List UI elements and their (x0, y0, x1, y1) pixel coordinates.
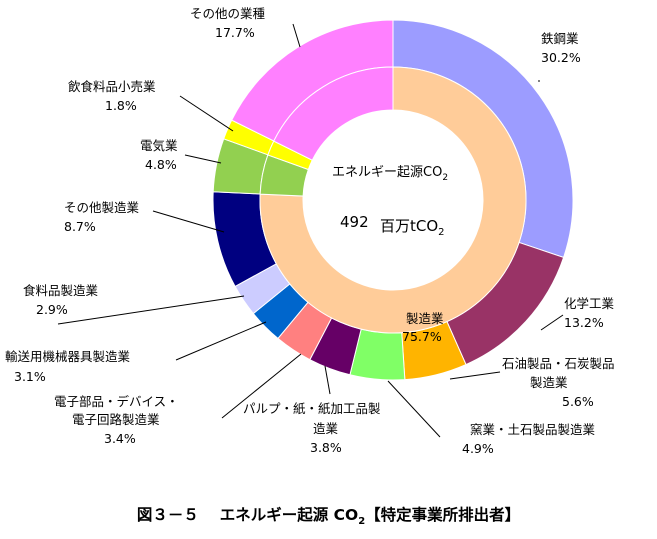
leader-line-1 (540, 314, 564, 331)
label-6-line-0: 輸送用機械器具製造業 (5, 349, 131, 364)
label-1-line-0: 化学工業 (564, 296, 615, 311)
label-2-line-2: 5.6% (562, 394, 594, 409)
leader-line-11 (292, 23, 301, 48)
label-10-line-0: 飲食料品小売業 (68, 79, 156, 94)
leader-line-7 (57, 295, 245, 325)
label-5-line-2: 3.4% (104, 431, 136, 446)
label-4-line-1: 造業 (313, 421, 339, 436)
inner-label-manufacturing: 製造業 (406, 311, 444, 326)
label-3-line-0: 窯業・土石製品製造業 (470, 422, 596, 437)
leader-line-2 (449, 371, 501, 380)
leader-line-5 (221, 353, 302, 419)
figure-caption: 図３－５ エネルギー起源 CO2【特定事業所排出者】 (136, 506, 521, 528)
leader-line-8 (152, 210, 225, 233)
inner-label-manufacturing-value: 75.7% (402, 329, 442, 344)
label-0-line-0: 鉄鋼業 (541, 31, 579, 46)
leader-lines (57, 23, 564, 438)
label-4-line-0: パルプ・紙・紙加工品製 (243, 401, 381, 416)
leader-line-9 (184, 154, 222, 164)
leader-line-3 (387, 380, 441, 438)
label-3-line-1: 4.9% (462, 441, 494, 456)
leader-line-4 (324, 365, 331, 395)
label-6-line-1: 3.1% (14, 369, 46, 384)
label-0-line-1: 30.2% (541, 50, 581, 65)
donut-chart: 鉄鋼業30.2%化学工業13.2%石油製品・石炭製品製造業5.6%窯業・土石製品… (5, 6, 615, 456)
inner-ring (259, 66, 527, 334)
label-11-line-0: その他の業種 (190, 6, 266, 21)
leader-line-6 (175, 321, 267, 361)
label-8-line-0: その他製造業 (64, 200, 140, 215)
label-5-line-1: 電子回路製造業 (72, 412, 160, 427)
label-1-line-1: 13.2% (564, 315, 604, 330)
center-title: エネルギー起源CO2 (332, 165, 448, 183)
label-2-line-0: 石油製品・石炭製品 (502, 356, 615, 371)
label-8-line-1: 8.7% (64, 219, 96, 234)
label-9-line-0: 電気業 (140, 138, 178, 153)
leader-line-10 (179, 95, 234, 132)
label-9-line-1: 4.8% (145, 157, 177, 172)
slice-labels: 鉄鋼業30.2%化学工業13.2%石油製品・石炭製品製造業5.6%窯業・土石製品… (5, 6, 615, 456)
label-2-line-1: 製造業 (530, 375, 568, 390)
center-total: 492 (340, 213, 369, 231)
label-5-line-0: 電子部品・デバイス・ (54, 394, 179, 409)
label-7-line-0: 食料品製造業 (23, 283, 99, 298)
label-10-line-1: 1.8% (105, 98, 137, 113)
label-11-line-1: 17.7% (215, 25, 255, 40)
label-4-line-2: 3.8% (310, 440, 342, 455)
center-unit: 百万tCO2 (380, 217, 445, 238)
label-7-line-1: 2.9% (36, 302, 68, 317)
donut-hole (303, 110, 483, 290)
